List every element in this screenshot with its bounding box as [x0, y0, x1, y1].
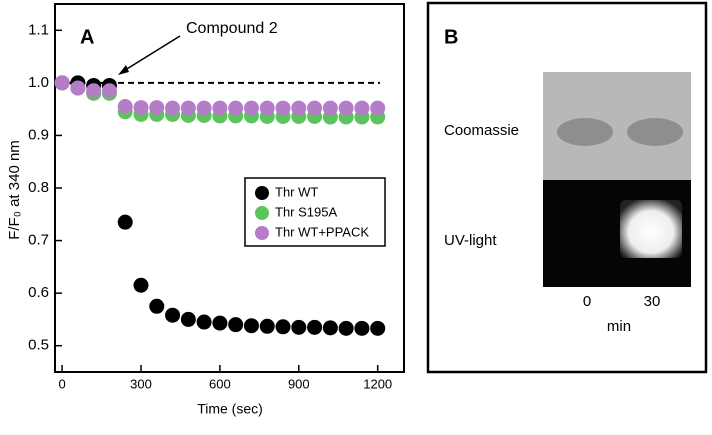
- gel-band: [627, 118, 683, 146]
- data-point: [133, 277, 149, 293]
- y-tick-label: 1.0: [28, 74, 49, 91]
- panel-b-frame: [426, 1, 708, 374]
- legend-label: Thr S195A: [275, 204, 337, 219]
- data-point: [243, 100, 259, 116]
- y-tick-label: 0.9: [28, 126, 49, 143]
- x-axis-label: Time (sec): [197, 401, 263, 417]
- lane-label: 30: [644, 293, 661, 310]
- row-label: UV-light: [444, 232, 497, 249]
- panel-label: B: [444, 26, 458, 48]
- legend-marker: [255, 206, 269, 220]
- legend-label: Thr WT+PPACK: [275, 224, 369, 239]
- row-label: Coomassie: [444, 122, 519, 139]
- data-point: [212, 315, 228, 331]
- data-point: [149, 298, 165, 314]
- y-axis-label: F/F₀ at 340 nm: [6, 140, 23, 240]
- data-point: [370, 100, 386, 116]
- data-point: [322, 100, 338, 116]
- data-point: [70, 80, 86, 96]
- data-point: [275, 100, 291, 116]
- y-tick-label: 1.1: [28, 21, 49, 38]
- x-tick-label: 600: [209, 376, 231, 391]
- data-point: [228, 317, 244, 333]
- y-tick-label: 0.5: [28, 337, 49, 354]
- x-tick-label: 1200: [363, 376, 392, 391]
- x-tick-label: 0: [58, 376, 65, 391]
- data-point: [149, 100, 165, 116]
- legend-marker: [255, 186, 269, 200]
- data-point: [180, 100, 196, 116]
- data-point: [86, 83, 102, 99]
- data-point: [291, 100, 307, 116]
- data-point: [259, 318, 275, 334]
- data-point: [354, 320, 370, 336]
- data-point: [196, 100, 212, 116]
- arrow-head: [118, 65, 129, 75]
- data-point: [196, 314, 212, 330]
- annotation-arrow: [121, 35, 181, 73]
- lane-label: 0: [583, 293, 591, 310]
- legend: Thr WT Thr S195A Thr WT+PPACK: [255, 184, 369, 240]
- data-point: [291, 319, 307, 335]
- x-tick-label: 900: [288, 376, 310, 391]
- data-point: [117, 99, 133, 115]
- uv-band: [620, 200, 682, 258]
- data-point: [133, 100, 149, 116]
- data-point: [354, 100, 370, 116]
- annotation: Compound 2: [186, 20, 278, 37]
- data-point: [338, 320, 354, 336]
- lane-axis-label: min: [607, 318, 631, 335]
- data-point: [165, 100, 181, 116]
- data-point: [307, 319, 323, 335]
- y-tick-label: 0.6: [28, 284, 49, 301]
- data-point: [101, 83, 117, 99]
- x-tick-label: 300: [130, 376, 152, 391]
- data-point: [307, 100, 323, 116]
- y-tick-label: 0.7: [28, 232, 49, 249]
- y-tick-label: 0.8: [28, 179, 49, 196]
- data-point: [212, 100, 228, 116]
- panel-label: A: [80, 26, 94, 48]
- data-point: [322, 320, 338, 336]
- data-point: [228, 100, 244, 116]
- data-point: [370, 320, 386, 336]
- data-point: [54, 75, 70, 91]
- legend-label: Thr WT: [275, 184, 318, 199]
- data-point: [338, 100, 354, 116]
- data-point: [243, 318, 259, 334]
- gel-band: [557, 118, 613, 146]
- data-point: [259, 100, 275, 116]
- data-point: [180, 311, 196, 327]
- data-point: [117, 214, 133, 230]
- legend-marker: [255, 226, 269, 240]
- data-point: [165, 307, 181, 323]
- data-point: [275, 319, 291, 335]
